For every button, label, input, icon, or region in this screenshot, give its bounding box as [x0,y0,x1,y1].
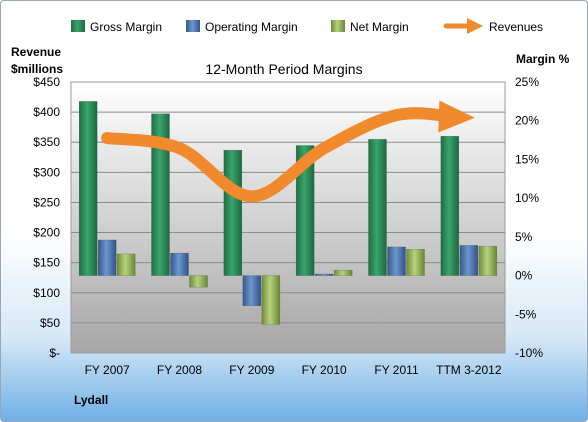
right-tick-label: 25% [515,75,539,89]
bar-net-margin [478,245,498,276]
x-tick-label: FY 2010 [302,363,347,377]
plot-area [70,81,506,354]
legend-swatch-net-margin [331,20,345,32]
bar-gross-margin [223,149,243,276]
bar-operating-margin [170,252,189,276]
right-tick-label: 15% [515,152,539,166]
right-tick-label: -5% [515,307,537,321]
right-axis-ticks: -10% -5% 0% 5% 10% 15% 20% 25% [515,75,543,360]
legend-label-revenues: Revenues [489,20,543,34]
left-axis-label-line2: $millions [11,62,63,76]
bar-net-margin [333,269,353,276]
legend-label-gross-margin: Gross Margin [90,20,162,34]
bar-gross-margin [368,139,387,276]
bar-net-margin [116,253,136,276]
left-tick-label: $250 [33,195,60,209]
chart-title: 12-Month Period Margins [205,61,362,77]
bar-gross-margin [295,145,315,276]
legend-swatch-operating-margin [186,20,200,32]
x-axis-ticks: FY 2007 FY 2008 FY 2009 FY 2010 FY 2011 TTM 3… [85,363,502,377]
right-tick-label: 0% [515,269,533,283]
legend-arrowhead-revenues [467,18,483,34]
left-tick-label: $400 [33,105,60,119]
bar-gross-margin [440,135,460,276]
left-tick-label: $450 [33,75,60,89]
left-tick-label: $50 [40,316,60,330]
bar-operating-margin [242,275,262,307]
right-tick-label: 5% [515,230,533,244]
legend-item-operating-margin: Operating Margin [186,20,298,34]
revenue-line-group [101,100,475,203]
margin-bars [78,101,498,325]
bar-net-margin [189,275,208,288]
right-tick-label: 20% [515,114,539,128]
left-tick-label: $300 [33,165,60,179]
bar-gross-margin [151,113,170,276]
left-tick-label: $200 [33,226,60,240]
left-tick-label: $350 [33,135,60,149]
x-tick-label: TTM 3-2012 [436,363,502,377]
right-axis-label: Margin % [516,52,570,66]
left-axis-label-line1: Revenue [11,45,61,59]
x-tick-label: FY 2011 [374,363,419,377]
company-label: Lydall [74,393,108,407]
legend-label-net-margin: Net Margin [350,20,409,34]
bar-net-margin [406,248,425,276]
left-tick-label: $- [49,346,60,360]
bar-operating-margin [314,273,334,276]
x-tick-label: FY 2009 [229,363,274,377]
bar-operating-margin [459,245,479,276]
legend: Gross Margin Operating Margin Net Margin… [71,18,543,34]
left-tick-label: $100 [33,286,60,300]
left-axis-ticks: $- $50 $100 $150 $200 $250 $300 $350 $400 $450 [33,75,60,360]
legend-item-net-margin: Net Margin [331,20,409,34]
x-tick-label: FY 2007 [85,363,130,377]
legend-label-operating-margin: Operating Margin [205,20,298,34]
legend-item-revenues: Revenues [443,18,543,34]
x-tick-label: FY 2008 [157,363,202,377]
legend-item-gross-margin: Gross Margin [71,20,162,34]
right-tick-label: 10% [515,191,539,205]
right-tick-label: -10% [515,346,543,360]
legend-swatch-gross-margin [71,20,85,32]
bar-operating-margin [387,246,406,276]
bar-operating-margin [97,239,117,276]
bar-gross-margin [78,101,98,276]
bar-net-margin [261,275,281,325]
left-tick-label: $150 [33,256,60,270]
